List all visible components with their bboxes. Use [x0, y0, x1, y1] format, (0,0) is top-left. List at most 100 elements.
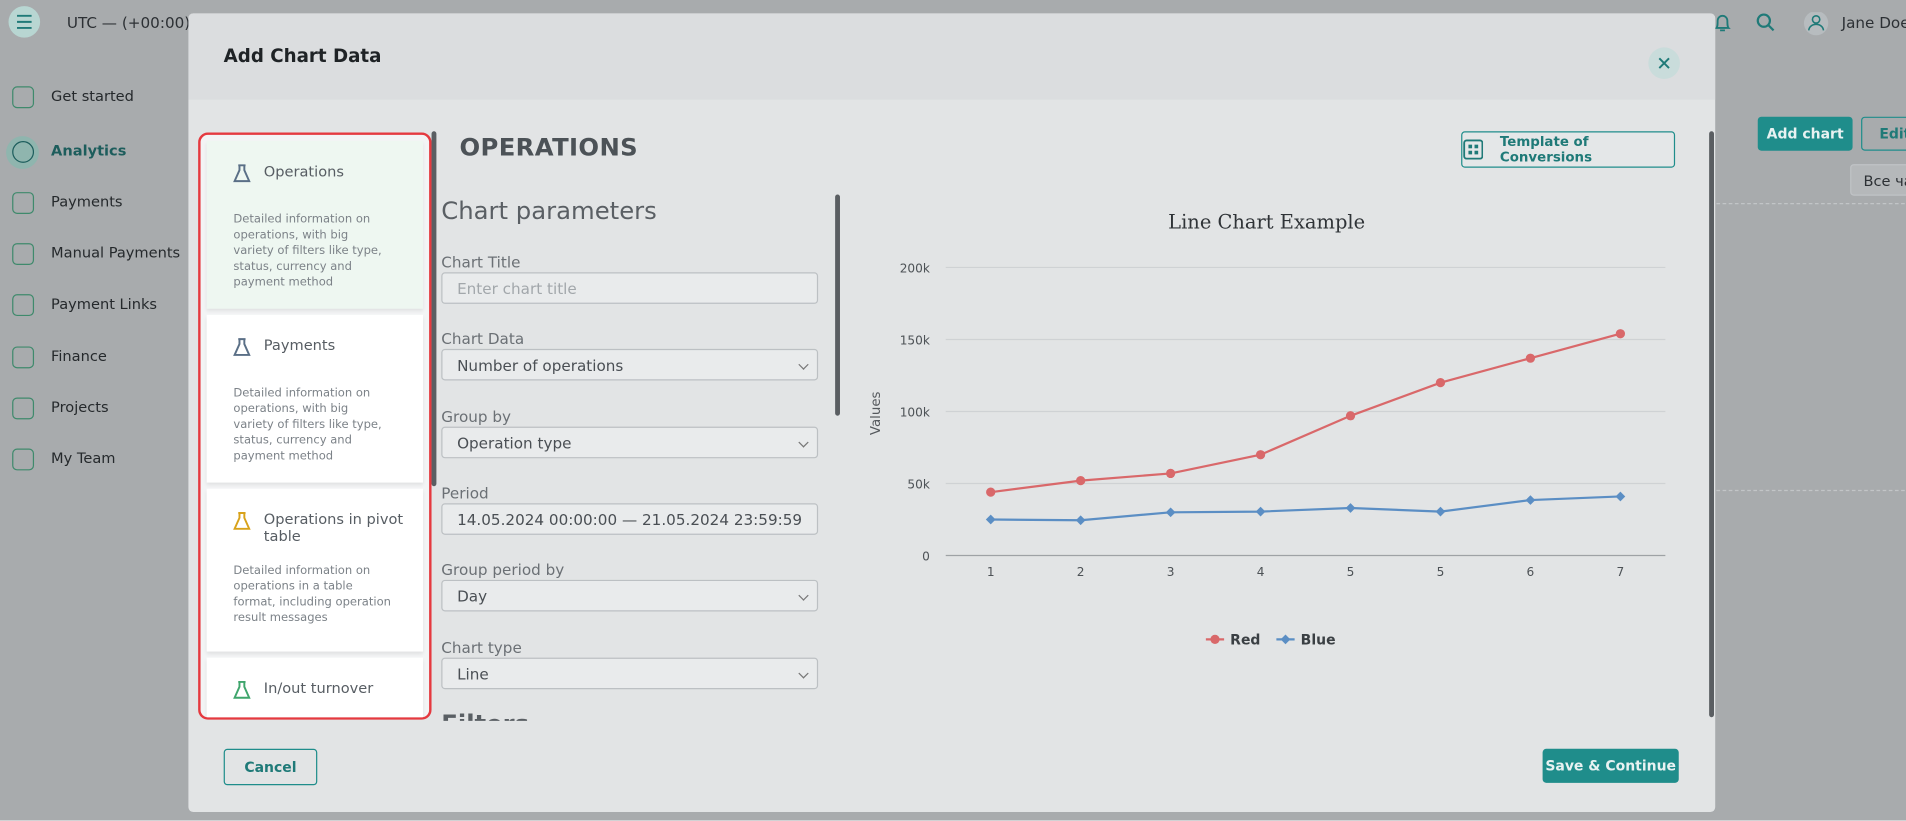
select-input[interactable]: 14.05.2024 00:00:00 — 21.05.2024 23:59:5…	[441, 503, 819, 535]
x-tick-label: 5	[1437, 565, 1445, 579]
x-tick-label: 5	[1347, 565, 1355, 579]
scrollbar	[835, 194, 840, 416]
sidebar-item[interactable]: Finance	[51, 347, 107, 365]
sidebar-icon	[12, 397, 35, 420]
data-point	[1435, 506, 1446, 517]
chevron	[798, 436, 809, 448]
legend-label: Red	[1230, 632, 1260, 648]
data-source-card[interactable]: Operations Detailed information on operat…	[206, 141, 424, 309]
y-tick-label: 0	[922, 549, 930, 563]
select-input[interactable]: Number of operations	[441, 349, 819, 381]
text-input[interactable]: Enter chart title	[441, 272, 819, 304]
select-input[interactable]: Line	[441, 657, 819, 689]
x-tick-label: 3	[1167, 565, 1175, 579]
data-point	[1615, 329, 1626, 339]
x-tick-label: 7	[1617, 565, 1625, 579]
timezone: UTC — (+00:00) |	[66, 13, 201, 32]
scrollbar	[431, 131, 437, 487]
data-point	[1435, 378, 1446, 388]
x-tick-label: 6	[1527, 565, 1535, 579]
sidebar-item[interactable]: Get started	[51, 87, 134, 105]
sidebar-item[interactable]: Manual Payments	[51, 244, 181, 262]
select-input[interactable]: Day	[441, 580, 819, 612]
sidebar-item[interactable]: Analytics	[51, 142, 127, 160]
data-point	[1166, 468, 1176, 479]
template-label: Template of Conversions	[1499, 133, 1593, 166]
close-icon	[1658, 57, 1670, 69]
card-name: Payments	[263, 336, 336, 354]
cancel-button[interactable]: Cancel	[223, 748, 318, 786]
data-point	[986, 487, 996, 497]
sidebar-item[interactable]: Payments	[51, 193, 123, 211]
icon-shape	[233, 164, 251, 183]
field-label: Chart type	[441, 637, 522, 656]
x-tick-label: 1	[987, 565, 995, 579]
menu-button[interactable]	[8, 6, 41, 38]
chevron	[798, 359, 809, 371]
template-icon	[1463, 139, 1483, 160]
data-source-card[interactable]: Payments Detailed information on operatio…	[206, 314, 424, 483]
chart-title: Line Chart Example	[1168, 211, 1365, 234]
data-point	[1615, 491, 1626, 502]
topbar-icons	[1714, 12, 1829, 36]
card-description: Detailed information on operations, with…	[233, 212, 382, 290]
data-source-card[interactable]: In/out turnover	[206, 657, 424, 718]
data-point	[985, 514, 996, 525]
sidebar-item[interactable]: My Team	[51, 449, 116, 467]
close-button[interactable]	[1648, 47, 1680, 80]
data-source-card[interactable]: Operations in pivot table Detailed inform…	[206, 488, 424, 652]
section-title: OPERATIONS	[459, 132, 639, 162]
data-point	[1255, 450, 1266, 460]
sidebar-item[interactable]: Projects	[51, 398, 109, 416]
y-tick-label: 150k	[900, 333, 930, 347]
data-point	[1345, 411, 1356, 421]
modal: Add Chart Data Operations Detailed inform…	[188, 13, 1716, 813]
card-description: Detailed information on operations, with…	[233, 386, 382, 464]
modal-title: Add Chart Data	[223, 44, 382, 67]
sidebar-icon	[12, 346, 35, 369]
form: Chart parameters Chart Title Enter chart …	[188, 184, 844, 721]
sidebar-icon	[12, 192, 35, 214]
data-point	[1255, 506, 1266, 517]
series-line	[990, 332, 1621, 494]
field-label: Group by	[441, 406, 512, 425]
chevron	[798, 667, 809, 678]
card-name: In/out turnover	[263, 679, 374, 697]
sidebar-item[interactable]: Payment Links	[51, 295, 158, 313]
y-tick-label: 100k	[900, 405, 930, 419]
data-point	[1075, 515, 1086, 526]
sidebar-icon	[12, 86, 35, 109]
icon-shape	[233, 680, 251, 699]
card-icon	[233, 164, 251, 183]
data-point	[1345, 503, 1356, 513]
edit-button[interactable]: Edit	[1861, 116, 1906, 151]
x-tick-label: 4	[1257, 565, 1265, 579]
data-source-list: Operations Detailed information on operat…	[198, 132, 432, 720]
divider	[1716, 203, 1906, 205]
data-point	[1525, 353, 1536, 363]
data-point	[1165, 507, 1176, 518]
y-axis-label: Values	[869, 391, 884, 435]
field-label: Chart Title	[441, 252, 521, 272]
card-icon	[233, 338, 251, 356]
card-name: Operations in pivot table	[263, 510, 404, 545]
legend-marker	[1280, 634, 1291, 645]
legend-marker	[1210, 634, 1220, 645]
data-point	[1076, 476, 1086, 486]
chevron	[798, 590, 809, 602]
add-chart-button[interactable]: Add chart	[1757, 116, 1853, 151]
field-label: Group period by	[441, 560, 565, 579]
submit-button[interactable]: Save & Continue	[1542, 748, 1679, 783]
data-point	[1525, 495, 1536, 505]
user-name[interactable]: Jane Doe	[1841, 13, 1906, 32]
x-tick-label: 2	[1077, 565, 1085, 579]
chart: Line Chart Example Values 0 50k 100k 150k 20…	[869, 211, 1666, 648]
legend-label: Blue	[1301, 632, 1336, 648]
sidebar-icon	[12, 294, 35, 317]
template-button[interactable]: Template of Conversions	[1461, 131, 1676, 168]
filter-button[interactable]: Все ча	[1850, 164, 1906, 196]
card-description: Detailed information on operations in a …	[233, 564, 391, 625]
select-input[interactable]: Operation type	[441, 426, 819, 458]
card-name: Operations	[263, 162, 344, 180]
